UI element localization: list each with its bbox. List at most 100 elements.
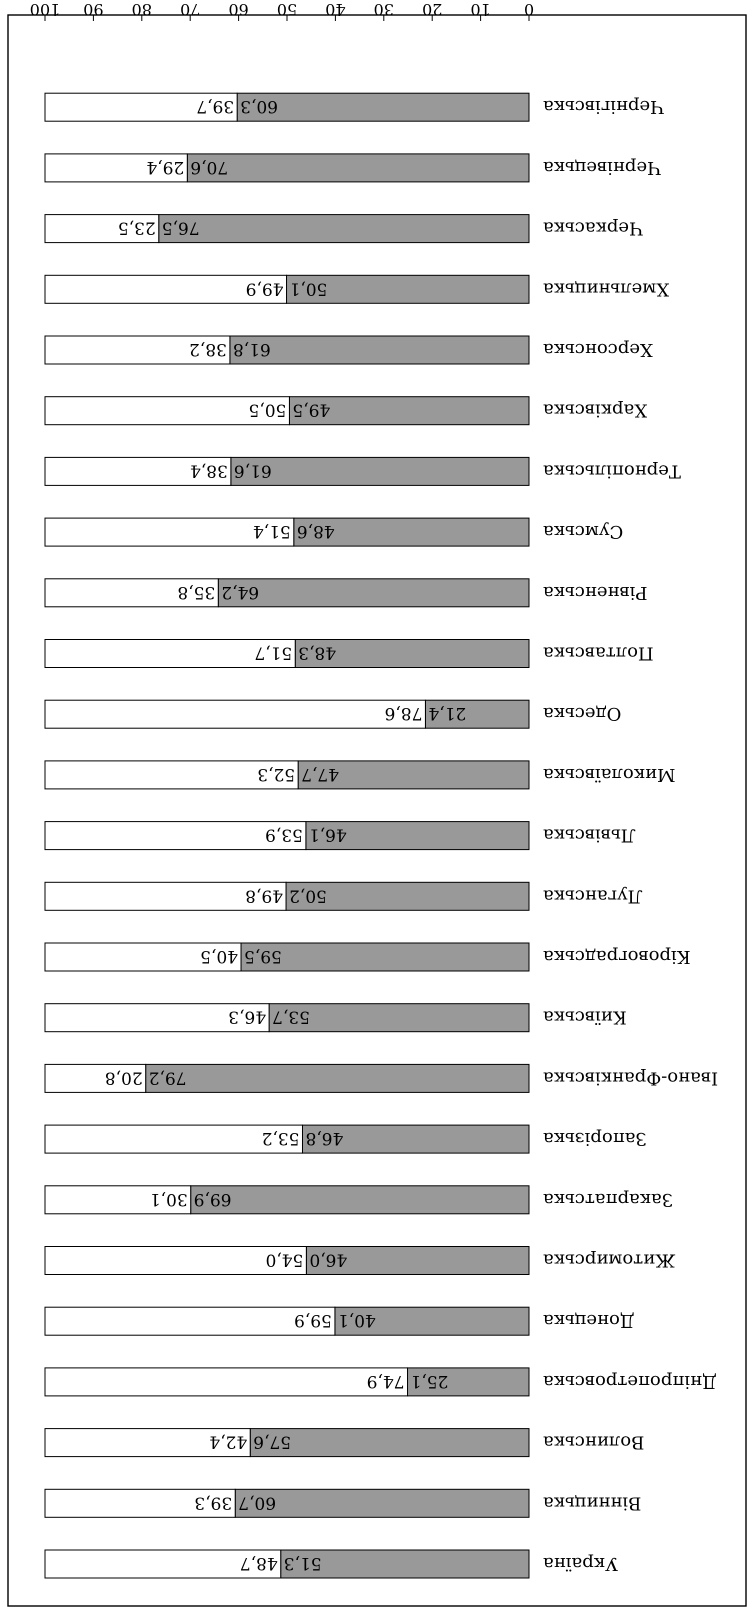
bar-shaded <box>230 456 530 486</box>
bar-white <box>44 1367 409 1397</box>
bar-shaded <box>407 1367 530 1397</box>
plot-frame <box>7 14 747 1607</box>
data-label-shaded: 57,6 <box>253 1432 291 1452</box>
x-tick-label: 10 <box>470 0 490 19</box>
category-label: Харківська <box>543 400 647 421</box>
data-label-white: 51,7 <box>254 643 292 663</box>
data-label-shaded: 69,9 <box>194 1189 232 1209</box>
data-label-white: 49,8 <box>245 885 283 905</box>
data-label-white: 30,1 <box>150 1189 188 1209</box>
category-label: Київська <box>543 1007 627 1028</box>
bar-white <box>44 942 242 972</box>
bar-shaded <box>293 517 530 547</box>
data-label-shaded: 79,2 <box>149 1067 187 1087</box>
category-label: Одеська <box>543 703 622 724</box>
x-tick-label: 70 <box>180 0 200 19</box>
data-label-shaded: 51,3 <box>284 1553 322 1573</box>
data-label-white: 59,9 <box>294 1310 332 1330</box>
category-label: Чернігівська <box>543 96 664 117</box>
data-label-shaded: 47,7 <box>301 764 339 784</box>
data-label-shaded: 64,2 <box>221 582 259 602</box>
data-label-white: 38,2 <box>189 339 227 359</box>
category-label: Запорізька <box>543 1128 647 1149</box>
data-label-shaded: 70,6 <box>190 157 228 177</box>
category-label: Чернівецька <box>543 157 661 178</box>
data-label-shaded: 53,7 <box>272 1007 310 1027</box>
category-label: Донецька <box>543 1310 635 1331</box>
category-label: Миколаївська <box>543 764 676 785</box>
category-label: Дніпропетровська <box>543 1371 717 1392</box>
data-label-white: 40,5 <box>200 946 238 966</box>
data-label-shaded: 46,1 <box>309 825 347 845</box>
data-label-white: 53,9 <box>265 825 303 845</box>
data-label-shaded: 60,3 <box>240 96 278 116</box>
category-label: Полтавська <box>543 643 654 664</box>
bar-shaded <box>305 1246 530 1275</box>
bar-white <box>44 153 188 183</box>
category-label: Хмельницька <box>543 278 669 299</box>
bar-white <box>44 760 299 790</box>
bar-white <box>44 274 288 304</box>
bar-white <box>44 1306 336 1336</box>
bar-white <box>44 456 232 486</box>
bar-shaded <box>280 1549 530 1579</box>
data-label-white: 35,8 <box>177 582 215 602</box>
bar-white <box>44 517 295 547</box>
category-label: Закарпатська <box>543 1189 673 1210</box>
bar-shaded <box>158 214 530 244</box>
data-label-white: 50,5 <box>249 400 287 420</box>
bar-white <box>44 578 219 608</box>
data-label-shaded: 76,5 <box>162 218 200 238</box>
bar-white <box>44 1549 282 1579</box>
bar-white <box>44 1063 147 1093</box>
bar-shaded <box>305 821 530 851</box>
data-label-white: 42,4 <box>209 1432 247 1452</box>
data-label-shaded: 25,1 <box>411 1371 449 1391</box>
category-label: Луганська <box>543 885 643 906</box>
bar-white <box>44 1124 303 1154</box>
category-label: Житомирська <box>543 1250 676 1271</box>
x-tick-label: 20 <box>422 0 442 19</box>
category-label: Кіровоградська <box>543 946 691 967</box>
x-tick-label: 80 <box>132 0 152 19</box>
bar-shaded <box>229 335 530 365</box>
category-label: Тернопільська <box>543 460 681 481</box>
bar-white <box>44 639 296 668</box>
data-label-white: 54,0 <box>266 1250 304 1270</box>
data-label-white: 46,3 <box>228 1007 266 1027</box>
bar-white <box>44 881 287 911</box>
bar-white <box>44 335 231 365</box>
data-label-white: 74,9 <box>367 1371 405 1391</box>
data-label-shaded: 48,3 <box>298 643 336 663</box>
bar-white <box>44 1185 192 1215</box>
data-label-shaded: 48,6 <box>297 521 335 541</box>
x-tick-label: 50 <box>277 0 297 19</box>
data-label-white: 39,3 <box>194 1492 232 1512</box>
x-tick-label: 0 <box>524 0 534 19</box>
data-label-white: 53,2 <box>262 1128 300 1148</box>
x-tick-label: 30 <box>374 0 394 19</box>
data-label-shaded: 49,5 <box>292 400 330 420</box>
bar-shaded <box>297 760 530 790</box>
data-label-white: 48,7 <box>240 1553 278 1573</box>
bar-white <box>44 1003 270 1033</box>
bar-white <box>44 1488 236 1518</box>
data-label-white: 23,5 <box>118 218 156 238</box>
bar-shaded <box>186 153 530 183</box>
bar-shaded <box>236 92 530 122</box>
bar-shaded <box>234 1488 530 1518</box>
category-label: Сумська <box>543 521 623 542</box>
category-label: Рівненська <box>543 582 648 603</box>
data-label-shaded: 60,7 <box>238 1492 276 1512</box>
category-label: Львівська <box>543 825 636 846</box>
bar-shaded <box>217 578 530 608</box>
data-label-shaded: 61,6 <box>234 460 272 480</box>
data-label-shaded: 46,8 <box>305 1128 343 1148</box>
bar-shaded <box>190 1185 530 1215</box>
data-label-shaded: 21,4 <box>428 703 466 723</box>
x-tick-label: 90 <box>83 0 103 19</box>
data-label-white: 29,4 <box>146 157 184 177</box>
x-tick-label: 100 <box>30 0 61 19</box>
bar-white <box>44 1246 307 1275</box>
